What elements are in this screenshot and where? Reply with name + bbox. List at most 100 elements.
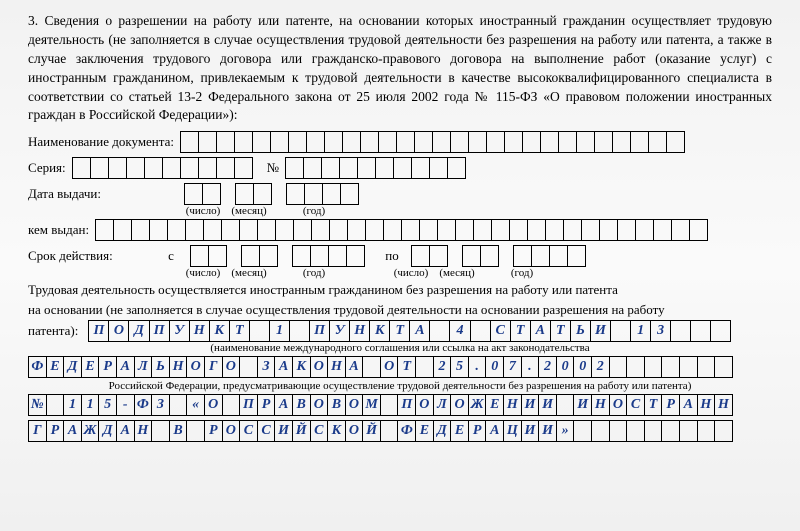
char-cell[interactable] — [581, 219, 600, 241]
char-cell[interactable]: Ь — [570, 320, 591, 342]
char-cell[interactable] — [216, 157, 235, 179]
char-cell[interactable] — [375, 157, 394, 179]
char-cell[interactable]: Н — [503, 394, 522, 416]
char-cell[interactable]: 1 — [63, 394, 82, 416]
char-cell[interactable]: К — [327, 420, 346, 442]
char-cell[interactable] — [257, 219, 276, 241]
char-cell[interactable]: С — [257, 420, 276, 442]
char-cell[interactable]: В — [169, 420, 188, 442]
char-cell[interactable] — [504, 131, 523, 153]
char-cell[interactable]: В — [292, 394, 311, 416]
char-cell[interactable] — [401, 219, 420, 241]
char-cell[interactable]: У — [329, 320, 350, 342]
char-cell[interactable] — [626, 420, 645, 442]
char-cell[interactable] — [360, 131, 379, 153]
char-cell[interactable] — [221, 219, 240, 241]
char-cell[interactable]: П — [239, 394, 258, 416]
char-cell[interactable] — [653, 219, 672, 241]
char-cell[interactable]: . — [468, 356, 487, 378]
char-cell[interactable]: Т — [397, 356, 416, 378]
char-cell[interactable] — [599, 219, 618, 241]
char-cell[interactable] — [714, 420, 733, 442]
char-cell[interactable]: Р — [46, 420, 65, 442]
char-cell[interactable] — [362, 356, 381, 378]
char-cell[interactable] — [131, 219, 150, 241]
char-cell[interactable] — [275, 219, 294, 241]
char-cell[interactable]: Л — [433, 394, 452, 416]
char-cell[interactable] — [468, 131, 487, 153]
char-cell[interactable] — [167, 219, 186, 241]
cells-number[interactable] — [285, 157, 466, 179]
char-cell[interactable] — [253, 183, 272, 205]
char-cell[interactable] — [186, 420, 205, 442]
char-cell[interactable]: Й — [362, 420, 381, 442]
char-cell[interactable] — [644, 420, 663, 442]
char-cell[interactable] — [609, 356, 628, 378]
char-cell[interactable]: 0 — [485, 356, 504, 378]
char-cell[interactable] — [697, 420, 716, 442]
char-cell[interactable]: 2 — [433, 356, 452, 378]
char-cell[interactable] — [329, 219, 348, 241]
char-cell[interactable]: Д — [63, 356, 82, 378]
char-cell[interactable] — [411, 157, 430, 179]
char-cell[interactable]: А — [274, 394, 293, 416]
char-cell[interactable]: Т — [389, 320, 410, 342]
char-cell[interactable] — [108, 157, 127, 179]
cells-basis-line3[interactable]: №115-ФЗ«ОПРАВОВОМПОЛОЖЕНИИИНОСТРАНН — [28, 394, 772, 416]
cells-basis-line4[interactable]: ГРАЖДАНВРОССИЙСКОЙФЕДЕРАЦИИ» — [28, 420, 772, 442]
char-cell[interactable]: Н — [349, 320, 370, 342]
char-cell[interactable]: Н — [189, 320, 210, 342]
char-cell[interactable] — [710, 320, 731, 342]
char-cell[interactable] — [661, 420, 680, 442]
char-cell[interactable] — [473, 219, 492, 241]
char-cell[interactable]: Н — [697, 394, 716, 416]
char-cell[interactable]: Н — [134, 420, 153, 442]
char-cell[interactable]: 4 — [449, 320, 470, 342]
char-cell[interactable]: С — [626, 394, 645, 416]
char-cell[interactable] — [689, 219, 708, 241]
char-cell[interactable]: И — [538, 394, 557, 416]
char-cell[interactable]: П — [88, 320, 109, 342]
char-cell[interactable] — [365, 219, 384, 241]
char-cell[interactable]: И — [538, 420, 557, 442]
char-cell[interactable] — [666, 131, 685, 153]
char-cell[interactable]: Д — [128, 320, 149, 342]
char-cell[interactable] — [239, 219, 258, 241]
char-cell[interactable]: С — [310, 420, 329, 442]
cells-doc-name[interactable] — [180, 131, 685, 153]
char-cell[interactable]: Т — [510, 320, 531, 342]
char-cell[interactable] — [567, 245, 586, 267]
char-cell[interactable]: Е — [415, 420, 434, 442]
char-cell[interactable] — [169, 394, 188, 416]
char-cell[interactable] — [558, 131, 577, 153]
char-cell[interactable] — [690, 320, 711, 342]
char-cell[interactable] — [328, 245, 347, 267]
char-cell[interactable] — [455, 219, 474, 241]
char-cell[interactable] — [671, 219, 690, 241]
char-cell[interactable] — [380, 420, 399, 442]
char-cell[interactable]: Н — [714, 394, 733, 416]
char-cell[interactable] — [591, 420, 610, 442]
char-cell[interactable]: А — [274, 356, 293, 378]
char-cell[interactable]: . — [521, 356, 540, 378]
char-cell[interactable]: - — [116, 394, 135, 416]
char-cell[interactable] — [202, 183, 221, 205]
char-cell[interactable] — [437, 219, 456, 241]
char-cell[interactable] — [184, 183, 203, 205]
char-cell[interactable] — [540, 131, 559, 153]
char-cell[interactable]: Е — [46, 356, 65, 378]
char-cell[interactable]: К — [292, 356, 311, 378]
cells-to-year[interactable] — [513, 245, 586, 267]
char-cell[interactable] — [304, 183, 323, 205]
char-cell[interactable] — [180, 157, 199, 179]
char-cell[interactable]: Ф — [134, 394, 153, 416]
char-cell[interactable] — [480, 245, 499, 267]
char-cell[interactable]: Л — [134, 356, 153, 378]
char-cell[interactable] — [630, 131, 649, 153]
char-cell[interactable] — [486, 131, 505, 153]
char-cell[interactable]: 2 — [591, 356, 610, 378]
cells-from-month[interactable] — [241, 245, 278, 267]
char-cell[interactable]: Е — [450, 420, 469, 442]
char-cell[interactable]: Ь — [151, 356, 170, 378]
char-cell[interactable] — [357, 157, 376, 179]
